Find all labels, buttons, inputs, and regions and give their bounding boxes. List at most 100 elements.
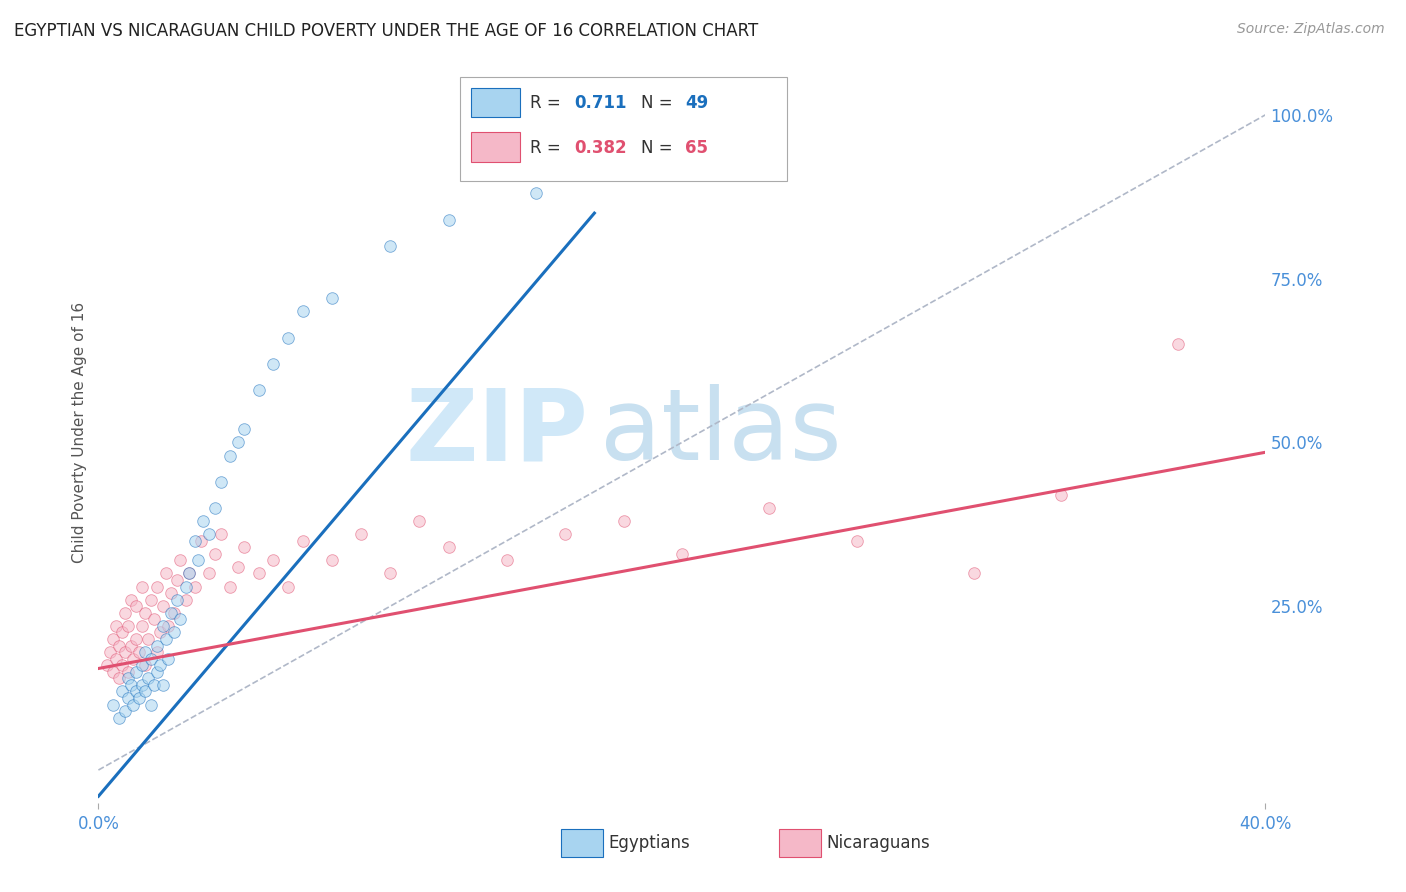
Point — [111, 658, 134, 673]
Point — [111, 684, 134, 698]
Text: Egyptians: Egyptians — [609, 834, 690, 852]
Text: R =: R = — [530, 95, 567, 112]
Point — [142, 612, 165, 626]
Point — [962, 566, 984, 581]
Point — [496, 553, 519, 567]
Point — [125, 599, 148, 614]
Point — [152, 599, 174, 614]
Point — [174, 580, 197, 594]
Point — [114, 645, 136, 659]
Point — [671, 547, 693, 561]
Point — [218, 449, 240, 463]
Point — [524, 186, 547, 201]
Point — [262, 553, 284, 567]
FancyBboxPatch shape — [471, 132, 520, 161]
Point — [187, 553, 209, 567]
Text: Nicaraguans: Nicaraguans — [827, 834, 931, 852]
Text: atlas: atlas — [600, 384, 842, 481]
Point — [155, 566, 177, 581]
Point — [134, 606, 156, 620]
Point — [128, 645, 150, 659]
Point — [134, 684, 156, 698]
Point — [291, 533, 314, 548]
Point — [114, 704, 136, 718]
Point — [218, 580, 240, 594]
Point — [117, 671, 139, 685]
Point — [120, 592, 142, 607]
Point — [169, 553, 191, 567]
Point — [98, 645, 121, 659]
Y-axis label: Child Poverty Under the Age of 16: Child Poverty Under the Age of 16 — [72, 302, 87, 563]
Point — [177, 566, 200, 581]
Point — [233, 541, 256, 555]
Point — [437, 541, 460, 555]
Text: 0.711: 0.711 — [575, 95, 627, 112]
Point — [193, 514, 215, 528]
Point — [146, 645, 169, 659]
Text: Source: ZipAtlas.com: Source: ZipAtlas.com — [1237, 22, 1385, 37]
Point — [146, 665, 169, 679]
Point — [277, 330, 299, 344]
Point — [96, 658, 118, 673]
FancyBboxPatch shape — [471, 87, 520, 117]
Point — [1167, 337, 1189, 351]
Point — [104, 651, 127, 665]
Point — [146, 580, 169, 594]
Point — [139, 698, 162, 712]
Point — [114, 606, 136, 620]
Text: 65: 65 — [685, 138, 709, 157]
Point — [125, 684, 148, 698]
Text: 49: 49 — [685, 95, 709, 112]
Point — [142, 678, 165, 692]
Point — [108, 711, 131, 725]
Point — [139, 651, 162, 665]
Point — [1050, 488, 1073, 502]
Point — [183, 533, 205, 548]
Point — [408, 514, 430, 528]
Point — [183, 580, 205, 594]
Point — [157, 619, 180, 633]
Point — [163, 606, 186, 620]
Point — [125, 632, 148, 646]
Point — [209, 527, 232, 541]
Point — [177, 566, 200, 581]
Point — [233, 422, 256, 436]
Point — [204, 500, 226, 515]
Text: R =: R = — [530, 138, 567, 157]
Point — [247, 383, 270, 397]
Point — [152, 678, 174, 692]
Point — [262, 357, 284, 371]
Point — [104, 619, 127, 633]
Point — [277, 580, 299, 594]
Point — [758, 500, 780, 515]
Point — [291, 304, 314, 318]
Point — [204, 547, 226, 561]
Point — [117, 690, 139, 705]
FancyBboxPatch shape — [460, 78, 787, 181]
Text: 0.382: 0.382 — [575, 138, 627, 157]
Point — [136, 632, 159, 646]
Point — [111, 625, 134, 640]
Point — [160, 586, 183, 600]
Point — [131, 619, 153, 633]
Point — [146, 639, 169, 653]
Point — [174, 592, 197, 607]
Point — [131, 658, 153, 673]
Point — [160, 606, 183, 620]
Point — [228, 560, 250, 574]
Point — [101, 698, 124, 712]
Point — [228, 435, 250, 450]
Point — [163, 625, 186, 640]
Text: ZIP: ZIP — [406, 384, 589, 481]
Text: N =: N = — [641, 95, 678, 112]
Point — [321, 553, 343, 567]
Point — [152, 619, 174, 633]
Point — [169, 612, 191, 626]
Text: N =: N = — [641, 138, 678, 157]
Point — [136, 671, 159, 685]
Point — [134, 645, 156, 659]
Point — [166, 592, 188, 607]
Point — [247, 566, 270, 581]
Point — [120, 678, 142, 692]
Point — [198, 527, 221, 541]
